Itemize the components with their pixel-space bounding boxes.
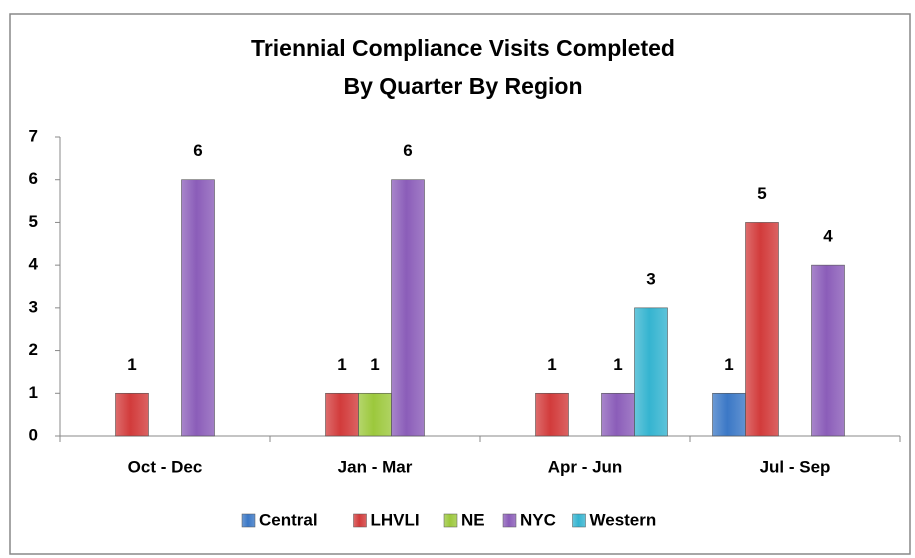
- y-tick-label: 3: [29, 297, 38, 316]
- data-label: 6: [403, 141, 412, 160]
- legend-label: LHVLI: [371, 510, 420, 529]
- bar: [601, 392, 635, 437]
- bar: [811, 264, 845, 437]
- bar: [712, 392, 746, 437]
- bar: [115, 392, 149, 437]
- data-label: 1: [547, 355, 556, 374]
- legend-swatch: [502, 513, 517, 528]
- data-label: 5: [757, 184, 766, 203]
- data-label: 1: [337, 355, 346, 374]
- chart-title: Triennial Compliance Visits Completed: [251, 35, 675, 61]
- x-tick-label: Apr - Jun: [548, 457, 623, 476]
- legend-label: Central: [259, 510, 318, 529]
- bar: [358, 392, 392, 437]
- bar: [535, 392, 569, 437]
- legend-label: NE: [461, 510, 485, 529]
- data-label: 1: [613, 355, 622, 374]
- bar: [391, 179, 425, 437]
- data-label: 6: [193, 141, 202, 160]
- legend-label: NYC: [520, 510, 556, 529]
- x-tick-label: Jul - Sep: [760, 457, 831, 476]
- y-tick-label: 0: [29, 425, 38, 444]
- data-label: 1: [370, 355, 379, 374]
- y-tick-label: 1: [29, 383, 38, 402]
- x-tick-label: Oct - Dec: [128, 457, 203, 476]
- y-tick-label: 5: [29, 212, 38, 231]
- y-tick-label: 2: [29, 340, 38, 359]
- data-label: 4: [823, 227, 833, 246]
- bar: [181, 179, 215, 437]
- chart-title: By Quarter By Region: [344, 73, 583, 99]
- y-tick-label: 4: [29, 255, 39, 274]
- data-label: 1: [724, 355, 733, 374]
- legend-swatch: [353, 513, 367, 528]
- bar: [325, 392, 359, 437]
- legend-swatch: [572, 513, 586, 528]
- legend-swatch: [241, 513, 256, 528]
- data-label: 1: [127, 355, 136, 374]
- bar: [745, 222, 779, 437]
- bar: [634, 307, 668, 437]
- x-tick-label: Jan - Mar: [338, 457, 413, 476]
- y-tick-label: 7: [29, 126, 38, 145]
- legend-label: Western: [590, 510, 657, 529]
- legend-swatch: [443, 513, 458, 528]
- y-tick-label: 6: [29, 169, 38, 188]
- data-label: 3: [646, 269, 655, 288]
